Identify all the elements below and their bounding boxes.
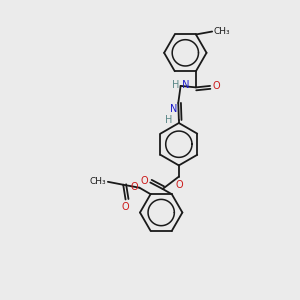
- Text: N: N: [179, 80, 190, 90]
- Text: O: O: [140, 176, 148, 186]
- Text: O: O: [175, 179, 183, 190]
- Text: CH₃: CH₃: [214, 27, 230, 36]
- Text: H: H: [165, 115, 172, 125]
- Text: O: O: [212, 81, 220, 91]
- Text: N: N: [170, 103, 177, 114]
- Text: CH₃: CH₃: [90, 177, 106, 186]
- Text: H: H: [172, 80, 179, 90]
- Text: O: O: [130, 182, 138, 191]
- Text: O: O: [122, 202, 129, 212]
